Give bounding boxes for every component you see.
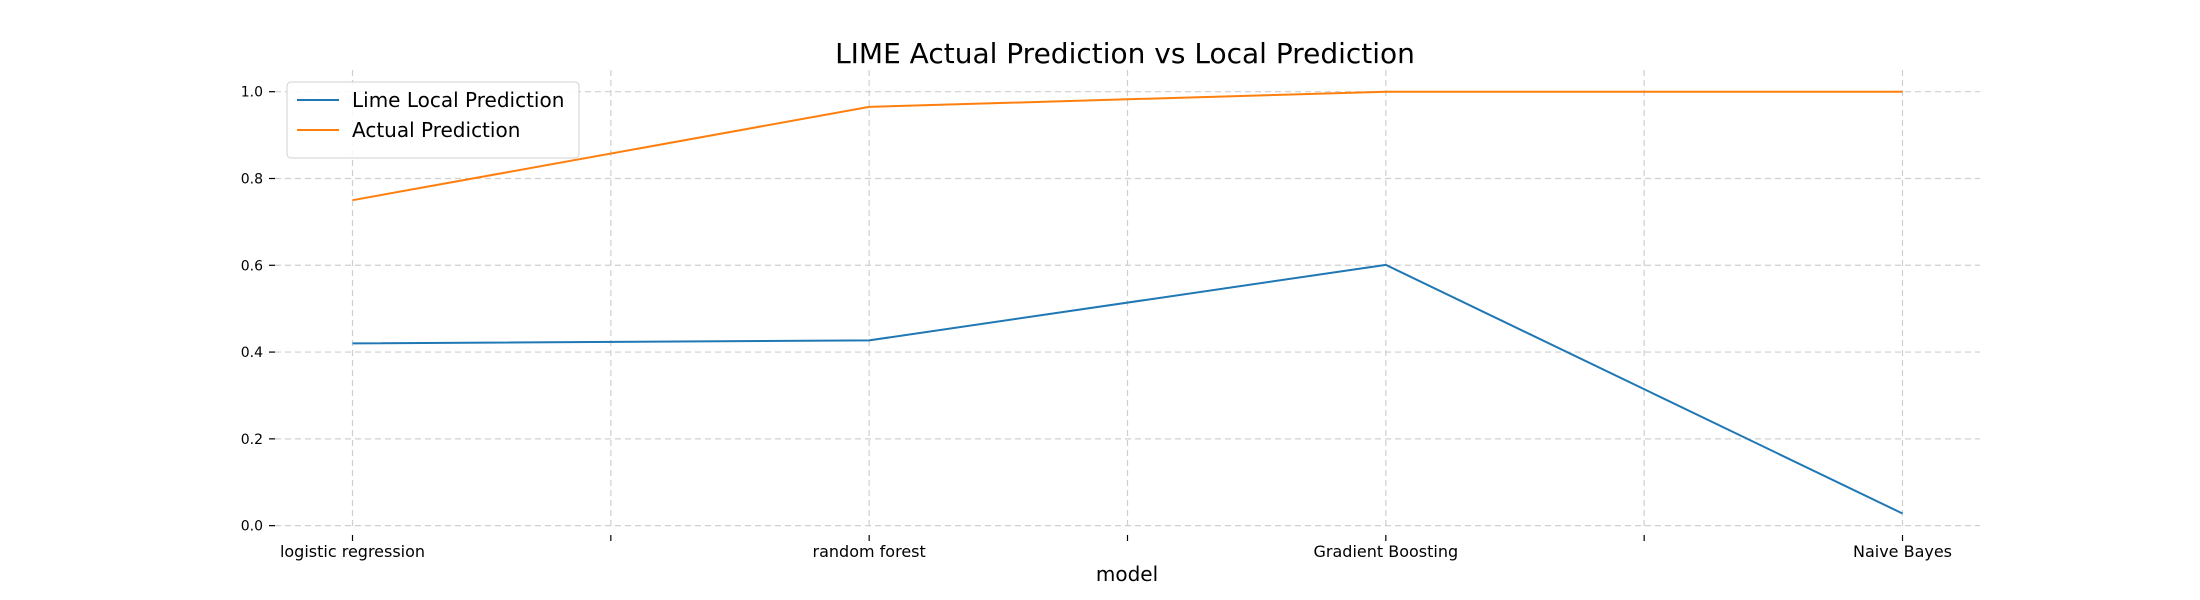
y-tick-label: 0.6	[241, 258, 263, 274]
x-tick-label: logistic regression	[280, 542, 425, 561]
x-tick-label: Gradient Boosting	[1314, 542, 1459, 561]
x-tick-label: random forest	[813, 542, 926, 561]
y-tick-label: 0.8	[241, 171, 263, 187]
x-axis-label: model	[1096, 562, 1158, 586]
y-tick-label: 0.4	[241, 345, 263, 361]
y-tick-label: 0.0	[241, 519, 263, 535]
legend-label: Lime Local Prediction	[352, 88, 564, 112]
series-line-actual-prediction	[352, 90, 1903, 202]
y-tick-label: 1.0	[241, 85, 263, 101]
y-axis-ticks: 0.0 0.2 0.4 0.6 0.8 1.0	[241, 85, 275, 535]
series-line-lime-local-prediction	[352, 263, 1903, 515]
series-layer	[352, 90, 1903, 515]
legend-label: Actual Prediction	[352, 118, 520, 142]
legend: Lime Local Prediction Actual Prediction	[286, 81, 580, 159]
y-tick-label: 0.2	[241, 432, 263, 448]
chart-title: LIME Actual Prediction vs Local Predicti…	[835, 37, 1415, 70]
x-tick-label: Naive Bayes	[1853, 542, 1952, 561]
legend-frame	[286, 81, 580, 159]
x-axis-ticks: logistic regression random forest Gradient…	[280, 535, 1952, 561]
